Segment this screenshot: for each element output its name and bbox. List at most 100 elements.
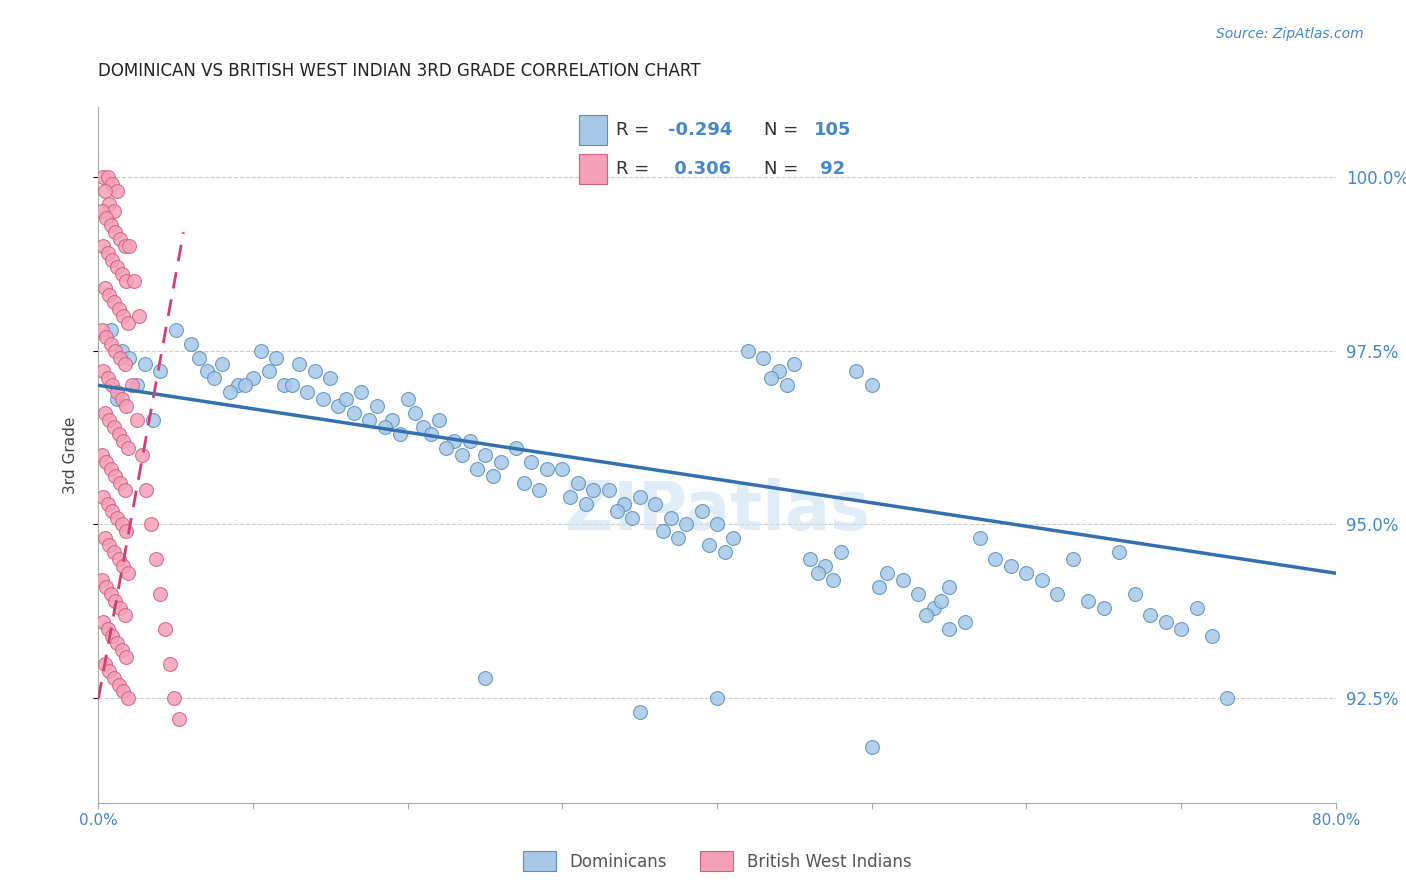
Point bbox=[111, 392, 134, 407]
Point bbox=[105, 184, 128, 198]
Point bbox=[117, 316, 139, 330]
Point bbox=[180, 336, 202, 351]
Point bbox=[326, 399, 350, 413]
Point bbox=[860, 378, 883, 392]
Point bbox=[668, 532, 690, 546]
Point bbox=[96, 211, 118, 226]
Point bbox=[165, 323, 187, 337]
Point bbox=[100, 587, 122, 601]
Point bbox=[134, 358, 156, 372]
Point bbox=[799, 552, 821, 566]
Point bbox=[891, 573, 914, 587]
Bar bbox=[579, 115, 606, 145]
Point bbox=[575, 497, 598, 511]
Point bbox=[112, 434, 135, 448]
Point bbox=[690, 503, 713, 517]
Point bbox=[97, 169, 120, 184]
Point bbox=[122, 274, 145, 288]
Point bbox=[149, 364, 172, 378]
Point bbox=[281, 378, 304, 392]
Point bbox=[97, 497, 120, 511]
Point bbox=[714, 545, 737, 559]
Point bbox=[304, 364, 326, 378]
Point bbox=[219, 385, 242, 400]
Point bbox=[350, 385, 373, 400]
Point bbox=[108, 232, 131, 246]
Point bbox=[91, 239, 114, 253]
Point bbox=[167, 712, 190, 726]
Point bbox=[621, 510, 644, 524]
Point bbox=[1123, 587, 1146, 601]
Point bbox=[93, 657, 115, 671]
Point bbox=[953, 615, 976, 629]
Legend: Dominicans, British West Indians: Dominicans, British West Indians bbox=[516, 845, 918, 878]
Point bbox=[628, 706, 651, 720]
Point bbox=[823, 573, 845, 587]
Point bbox=[105, 385, 128, 400]
Point bbox=[242, 371, 264, 385]
Text: R =: R = bbox=[616, 121, 655, 139]
Point bbox=[100, 462, 122, 476]
Point bbox=[652, 524, 675, 539]
Point bbox=[458, 434, 481, 448]
Text: 105: 105 bbox=[814, 121, 851, 139]
Point bbox=[112, 309, 135, 323]
Text: 0.0%: 0.0% bbox=[79, 814, 118, 829]
Point bbox=[807, 566, 830, 581]
Point bbox=[1000, 559, 1022, 574]
Point bbox=[103, 671, 125, 685]
Point bbox=[211, 358, 233, 372]
Point bbox=[257, 364, 280, 378]
Point bbox=[915, 607, 938, 622]
Point bbox=[1046, 587, 1069, 601]
Point bbox=[96, 455, 118, 469]
Point bbox=[195, 364, 218, 378]
Point bbox=[1170, 622, 1192, 636]
Point bbox=[98, 288, 121, 302]
Point bbox=[101, 378, 124, 392]
Point bbox=[474, 671, 496, 685]
Point bbox=[97, 622, 120, 636]
Point bbox=[117, 441, 139, 455]
Point bbox=[204, 371, 226, 385]
Point bbox=[1077, 594, 1099, 608]
Point bbox=[922, 601, 945, 615]
Text: 0.306: 0.306 bbox=[668, 160, 731, 178]
Point bbox=[98, 538, 121, 552]
Point bbox=[1108, 545, 1130, 559]
Point bbox=[104, 594, 127, 608]
Point bbox=[100, 336, 122, 351]
Point bbox=[145, 552, 167, 566]
Point bbox=[114, 483, 136, 497]
Point bbox=[628, 490, 651, 504]
Point bbox=[105, 260, 128, 274]
Point bbox=[103, 420, 125, 434]
Point bbox=[115, 399, 138, 413]
Point bbox=[374, 420, 396, 434]
Point bbox=[288, 358, 311, 372]
Point bbox=[706, 517, 728, 532]
Point bbox=[931, 594, 953, 608]
Point bbox=[101, 503, 124, 517]
Point bbox=[1216, 691, 1239, 706]
Point bbox=[520, 455, 543, 469]
Point bbox=[675, 517, 697, 532]
Point bbox=[103, 294, 125, 309]
Point bbox=[135, 483, 157, 497]
Point bbox=[907, 587, 929, 601]
Point bbox=[443, 434, 465, 448]
Text: Source: ZipAtlas.com: Source: ZipAtlas.com bbox=[1216, 27, 1364, 41]
Point bbox=[115, 649, 138, 664]
Point bbox=[114, 607, 136, 622]
Y-axis label: 3rd Grade: 3rd Grade bbox=[63, 417, 77, 493]
Point bbox=[163, 691, 186, 706]
Point bbox=[869, 580, 891, 594]
Point bbox=[112, 559, 135, 574]
Point bbox=[111, 343, 134, 358]
Point bbox=[938, 622, 960, 636]
Point bbox=[103, 545, 125, 559]
Point bbox=[396, 392, 419, 407]
Point bbox=[489, 455, 512, 469]
Point bbox=[153, 622, 176, 636]
Point bbox=[108, 475, 131, 490]
